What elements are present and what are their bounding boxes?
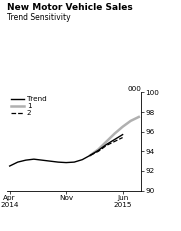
Legend: Trend, 1, 2: Trend, 1, 2: [11, 96, 47, 116]
Text: New Motor Vehicle Sales: New Motor Vehicle Sales: [7, 3, 133, 12]
Text: Trend Sensitivity: Trend Sensitivity: [7, 13, 71, 22]
Text: 000: 000: [127, 86, 141, 92]
